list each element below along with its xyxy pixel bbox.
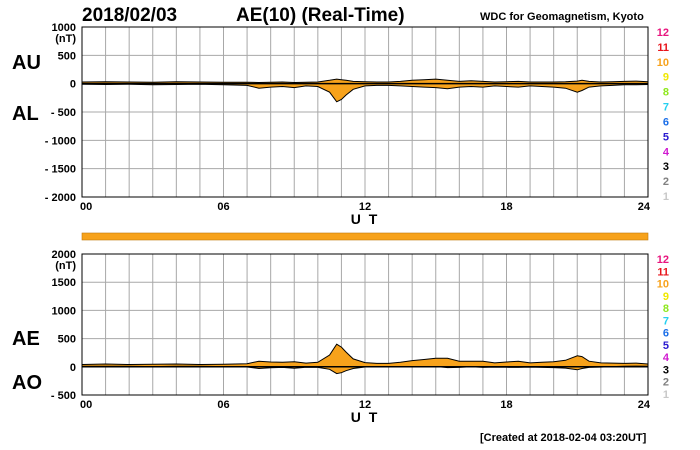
au-al-ytick-label: - 2000 [45, 192, 76, 204]
ao-label: AO [12, 372, 42, 394]
ae-ao-station-legend-item: 7 [663, 315, 669, 327]
au-al-frame [81, 26, 649, 198]
ae-ao-series-upper [81, 343, 649, 366]
au-al-station-legend-item: 11 [657, 42, 669, 54]
au-al-xtick-label: 06 [217, 201, 229, 213]
ae-ao-station-legend-item: 11 [657, 266, 669, 278]
au-al-station-legend-item: 10 [657, 57, 669, 69]
ae-ao-station-legend-item: 4 [663, 352, 670, 364]
al-label: AL [12, 103, 39, 125]
au-al-xtick-label: 00 [80, 201, 92, 213]
ae-label: AE [12, 328, 40, 350]
data-source: WDC for Geomagnetism, Kyoto [480, 11, 644, 23]
ae-ao-xaxis-label: U T [351, 409, 380, 425]
au-al-unit-label: (nT) [55, 33, 76, 45]
ae-ao-xtick-label: 24 [638, 399, 651, 411]
au-al-station-legend-item: 9 [663, 72, 669, 84]
au-al-ytick-label: 500 [58, 50, 76, 62]
ae-ao-ytick-label: 500 [58, 334, 76, 346]
au-al-ytick-label: - 1500 [45, 164, 76, 176]
au-al-station-legend-item: 1 [663, 191, 669, 203]
au-al-ytick-label: - 1000 [45, 135, 76, 147]
au-al-xtick-label: 24 [638, 201, 651, 213]
ae-ao-xtick-label: 06 [217, 399, 229, 411]
ae-ao-station-legend-item: 8 [663, 303, 669, 315]
au-al-station-legend-item: 4 [663, 146, 670, 158]
ae-ao-station-legend-item: 12 [657, 254, 669, 266]
ae-ao-station-legend-item: 5 [663, 340, 669, 352]
ae-ao-station-legend-item: 2 [663, 377, 669, 389]
ae-ao-frame [81, 253, 649, 396]
au-al-series-upper [81, 78, 649, 84]
au-al-ytick-label: 1000 [52, 22, 76, 34]
au-al-station-legend-item: 6 [663, 116, 669, 128]
au-label: AU [12, 52, 41, 74]
ae-ao-ytick-label: 1500 [52, 277, 76, 289]
station-availability-bar [81, 232, 649, 241]
au-al-ytick-label: - 500 [51, 107, 76, 119]
ae-ao-unit-label: (nT) [55, 260, 76, 272]
au-al-xaxis-label: U T [351, 211, 380, 227]
au-al-station-legend-item: 2 [663, 176, 669, 188]
au-al-station-legend-item: 8 [663, 87, 669, 99]
ae-ao-xtick-label: 12 [359, 399, 371, 411]
au-al-xtick-label: 18 [500, 201, 512, 213]
ae-ao-station-legend-item: 9 [663, 291, 669, 303]
ae-ao-station-legend-item: 10 [657, 279, 669, 291]
ae-ao-xtick-label: 18 [500, 399, 512, 411]
created-timestamp: [Created at 2018-02-04 03:20UT] [480, 432, 647, 444]
ae-ao-station-legend-item: 6 [663, 328, 669, 340]
ae-ao-station-legend-item: 3 [663, 364, 669, 376]
au-al-ytick-label: 0 [70, 79, 76, 91]
au-al-station-legend-item: 7 [663, 102, 669, 114]
au-al-station-legend-item: 3 [663, 161, 669, 173]
au-al-xtick-label: 12 [359, 201, 371, 213]
ae-ao-ytick-label: 0 [70, 362, 76, 374]
chart-date: 2018/02/03 [82, 5, 178, 26]
ae-ao-station-legend-item: 1 [663, 389, 669, 401]
chart-title: AE(10) (Real-Time) [236, 5, 405, 26]
au-al-station-legend-item: 5 [663, 131, 669, 143]
ae-ao-ytick-label: 2000 [52, 249, 76, 261]
ae-ao-xtick-label: 00 [80, 399, 92, 411]
ae-ao-ytick-label: - 500 [51, 390, 76, 402]
au-al-station-legend-item: 12 [657, 27, 669, 39]
ae-ao-ytick-label: 1000 [52, 305, 76, 317]
au-al-series-lower [81, 83, 649, 103]
